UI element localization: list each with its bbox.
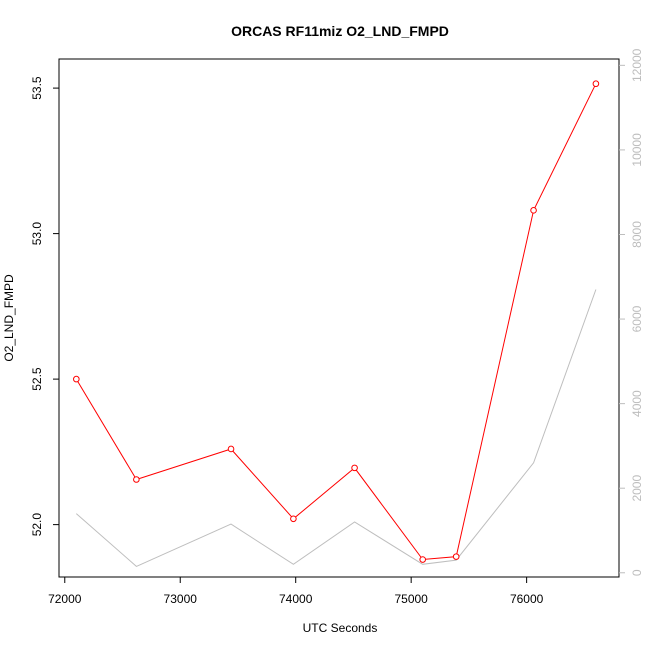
right-axis-tick-label: 6000 bbox=[630, 305, 644, 332]
x-axis-tick-label: 74000 bbox=[279, 592, 313, 606]
left-series-point bbox=[351, 464, 358, 472]
left-axis-tick-label: 52.5 bbox=[30, 367, 44, 391]
x-axis-label: UTC Seconds bbox=[303, 621, 378, 635]
left-series-point bbox=[227, 445, 235, 453]
left-axis-tick-label: 52.0 bbox=[30, 513, 44, 537]
right-axis-tick-label: 4000 bbox=[630, 390, 644, 417]
right-axis-tick-label: 12000 bbox=[630, 48, 644, 82]
chart-title: ORCAS RF11miz O2_LND_FMPD bbox=[231, 23, 449, 39]
x-axis-tick-label: 72000 bbox=[48, 592, 82, 606]
right-series-line bbox=[75, 289, 597, 567]
right-axis-tick-label: 10000 bbox=[630, 133, 644, 167]
left-series-point bbox=[592, 80, 600, 88]
x-axis-tick-label: 75000 bbox=[394, 592, 428, 606]
left-series-point bbox=[530, 207, 537, 214]
right-axis-tick-label: 2000 bbox=[630, 475, 644, 502]
left-series-point bbox=[73, 375, 80, 383]
left-axis-tick-label: 53.0 bbox=[30, 222, 44, 246]
right-axis-tick-label: 0 bbox=[630, 569, 644, 576]
left-axis-tick-label: 53.5 bbox=[30, 76, 44, 100]
y-axis-label: O2_LND_FMPD bbox=[2, 274, 16, 362]
right-axis-tick-label: 8000 bbox=[630, 221, 644, 248]
bottom-axis: 72000 73000 74000 75000 76000 bbox=[48, 577, 544, 606]
left-series-point bbox=[133, 476, 140, 483]
left-series-point bbox=[419, 556, 427, 563]
left-series-line bbox=[75, 83, 597, 561]
left-axis: 52.0 52.5 53.0 53.5 bbox=[30, 76, 59, 536]
right-axis: 0 2000 4000 6000 8000 10000 12000 bbox=[619, 48, 644, 576]
x-axis-tick-label: 76000 bbox=[510, 592, 544, 606]
series-layer bbox=[73, 80, 600, 567]
x-axis-tick-label: 73000 bbox=[164, 592, 198, 606]
left-series-point bbox=[452, 553, 460, 560]
left-series-point bbox=[290, 515, 297, 523]
plot-frame bbox=[58, 58, 620, 578]
